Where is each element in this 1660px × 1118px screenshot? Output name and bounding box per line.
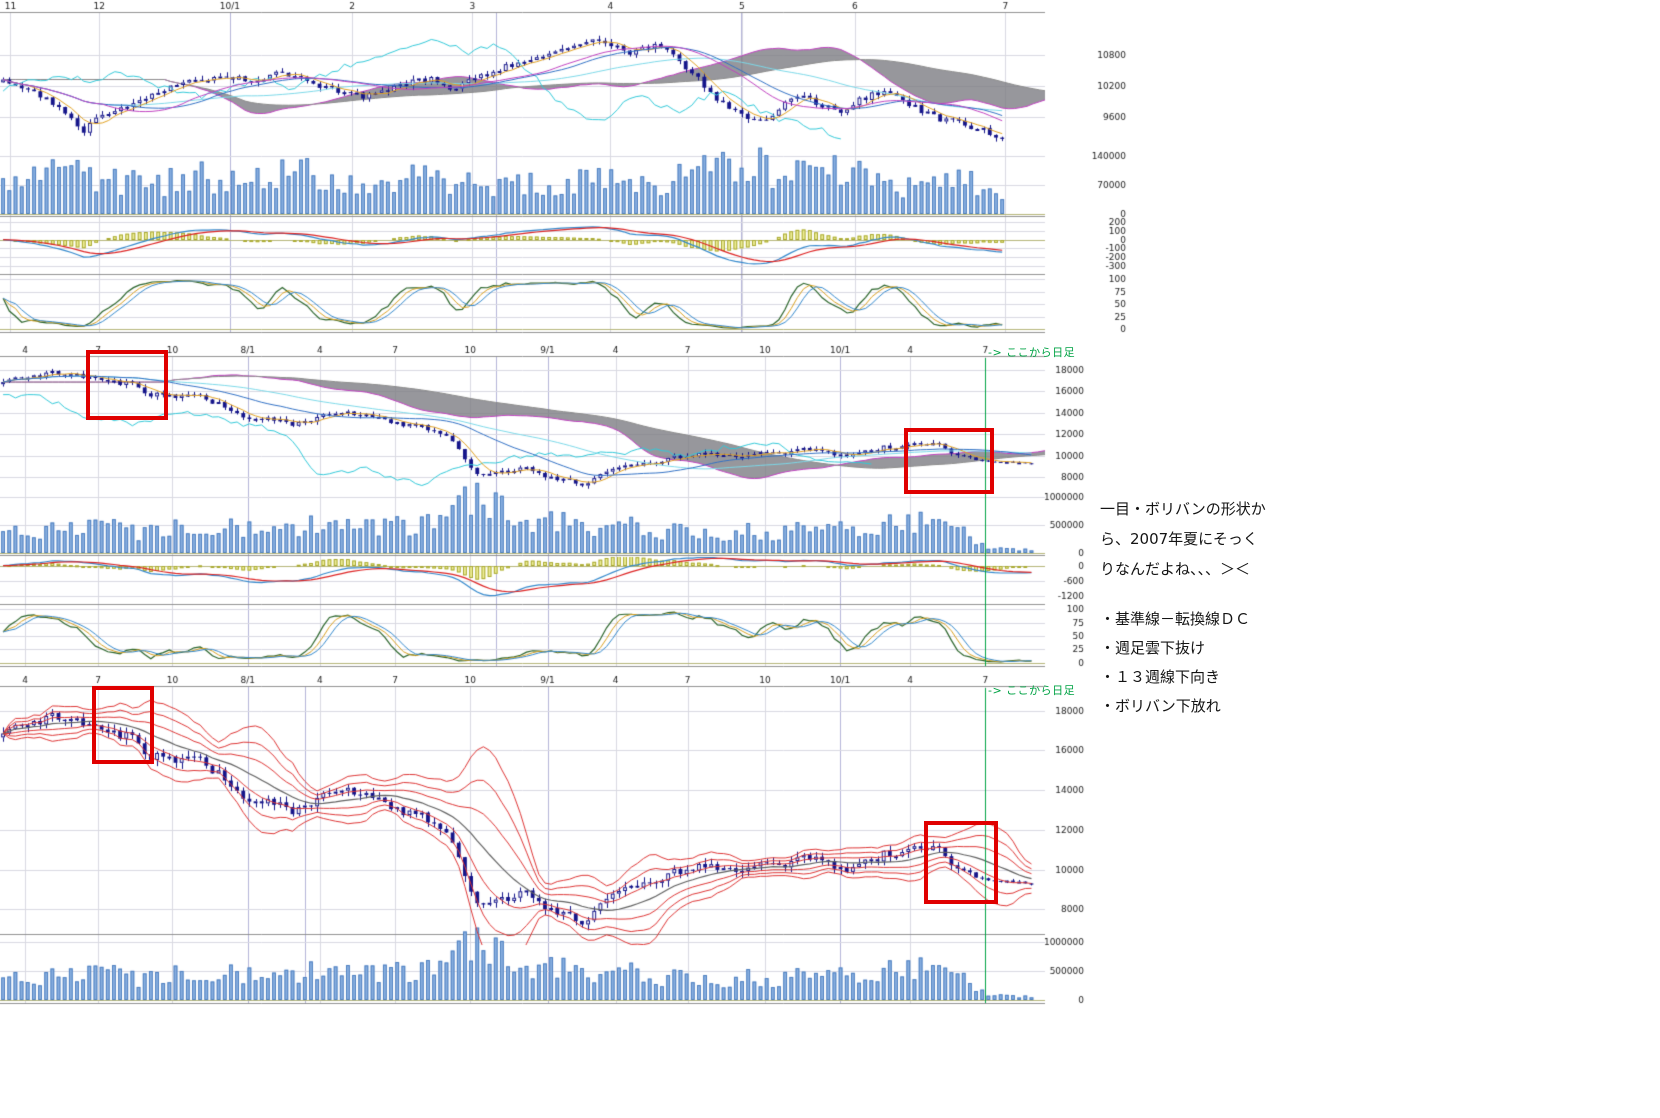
highlight-box-weekly-2007 [86, 350, 168, 420]
highlight-box-weekly-current [904, 428, 994, 494]
note-bullet-3: ・１３週線下向き [1100, 668, 1221, 686]
daily-from-here-label-weekly: -> ここから日足 [988, 346, 1076, 359]
highlight-box-bollinger-current [924, 821, 998, 904]
highlight-box-bollinger-2007 [92, 686, 154, 764]
note-bullet-4: ・ボリバン下放れ [1100, 697, 1221, 715]
note-line-1: 一目・ボリバンの形状か [1100, 500, 1266, 518]
note-line-2: ら、2007年夏にそっく [1100, 530, 1258, 548]
analysis-note: 一目・ボリバンの形状か ら、2007年夏にそっく りなんだよね、、、＞＜ ・基準… [1100, 494, 1315, 721]
note-line-3: りなんだよね、、、＞＜ [1100, 560, 1251, 578]
note-bullet-list: ・基準線－転換線ＤＣ ・週足雲下抜け ・１３週線下向き ・ボリバン下放れ [1100, 605, 1315, 721]
note-bullet-1: ・基準線－転換線ＤＣ [1100, 610, 1251, 628]
note-bullet-2: ・週足雲下抜け [1100, 639, 1206, 657]
daily-from-here-label-bollinger: -> ここから日足 [988, 684, 1076, 697]
